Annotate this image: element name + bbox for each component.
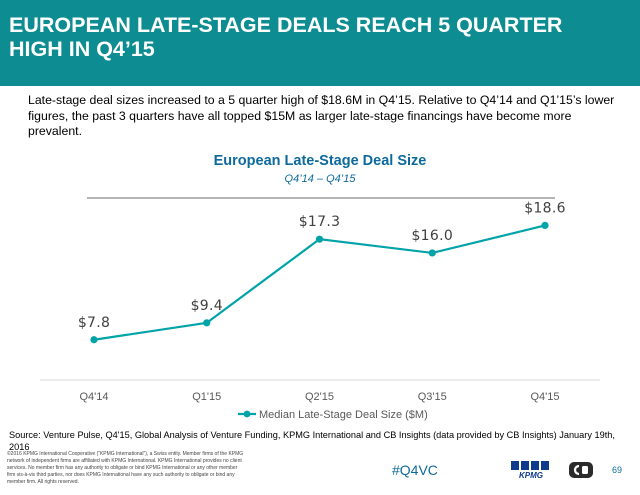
chart-title: European Late-Stage Deal Size (213, 153, 427, 169)
x-tick-label: Q4'15 (530, 391, 559, 403)
page-title: EUROPEAN LATE-STAGE DEALS REACH 5 QUARTE… (9, 13, 609, 61)
x-tick-label: Q1'15 (192, 391, 221, 403)
legend-marker (243, 410, 251, 418)
data-label: $17.3 (299, 214, 341, 230)
data-point (428, 249, 436, 257)
legal-line: member firm. All rights reserved. (7, 478, 79, 485)
source-note: Source: Venture Pulse, Q4'15, Global Ana… (9, 430, 615, 452)
data-point (203, 319, 211, 327)
kpmg-logo: KPMG (511, 461, 549, 480)
x-tick-label: Q2'15 (305, 391, 334, 403)
header-banner: EUROPEAN LATE-STAGE DEALS REACH 5 QUARTE… (0, 0, 640, 86)
hashtag: #Q4VC (392, 462, 438, 478)
data-label: $9.4 (191, 298, 223, 314)
kpmg-logo-text: KPMG (519, 471, 543, 480)
legal-line: firm vis-à-vis third parties, nor does K… (7, 471, 235, 478)
legend-label: Median Late-Stage Deal Size ($M) (259, 409, 428, 421)
data-label: $7.8 (78, 315, 110, 331)
cb-insights-logo (569, 462, 593, 478)
legal-disclaimer: ©2016 KPMG International Cooperative (“K… (7, 451, 247, 486)
chart-subtitle: Q4’14 – Q4’15 (284, 173, 356, 185)
legal-line: services. No member firm has any authori… (7, 464, 238, 471)
page-title-line-1: EUROPEAN LATE-STAGE DEALS REACH 5 QUARTE… (9, 13, 563, 37)
data-point (90, 336, 98, 344)
page-number: 69 (612, 465, 623, 475)
x-tick-label: Q3'15 (418, 391, 447, 403)
x-tick-label: Q4'14 (79, 391, 108, 403)
page-title-line-2: HIGH IN Q4’15 (9, 37, 155, 61)
data-point (541, 221, 549, 230)
legal-line: ©2016 KPMG International Cooperative (“K… (7, 451, 244, 457)
legal-line: network of independent firms are affilia… (7, 457, 242, 464)
data-label: $16.0 (411, 228, 453, 244)
data-point (315, 235, 324, 243)
data-label: $18.6 (524, 200, 566, 216)
intro-paragraph: Late-stage deal sizes increased to a 5 q… (28, 93, 615, 138)
